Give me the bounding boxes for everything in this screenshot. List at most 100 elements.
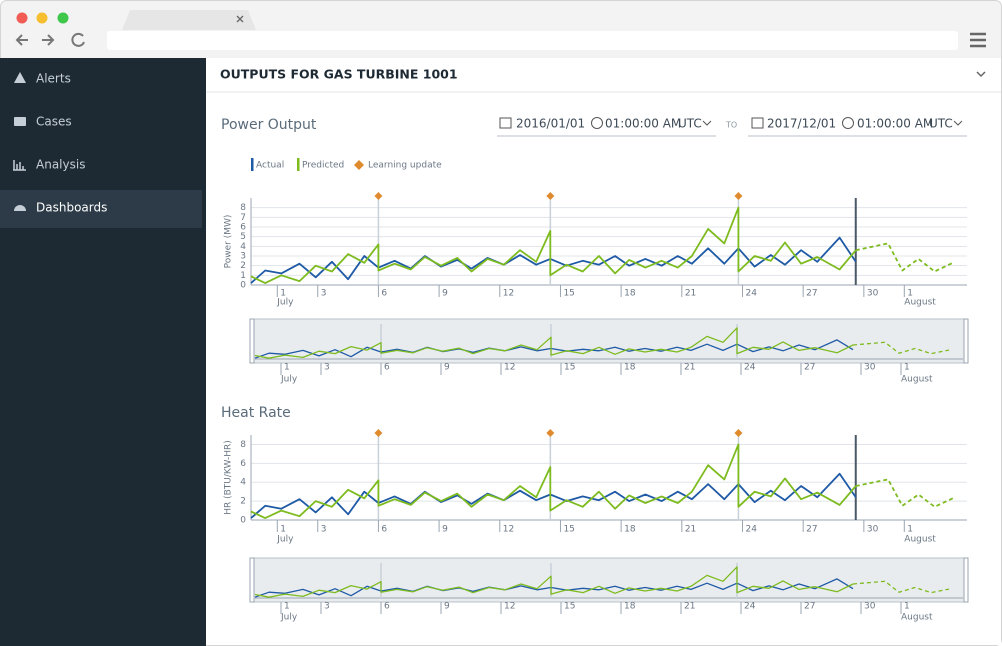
legend-diamond [354,160,364,170]
chevron [953,120,963,126]
x-tick-label: 30 [864,602,876,612]
nav-handle[interactable] [963,318,969,364]
x-tick-label: 15 [564,602,575,612]
x-tick-label: 1 [907,289,913,299]
series-line [254,566,854,598]
nav-handle[interactable] [249,557,255,603]
chevron [702,120,712,126]
x-tick-label: 1 [284,602,290,612]
chart-title: Power Output [221,117,317,133]
tab[interactable] [122,10,256,30]
y-tick-label: 3 [240,252,246,262]
update-marker [734,429,743,437]
x-tick-label: 6 [381,525,387,535]
x-tick-label: 18 [624,289,636,299]
y-tick-label: 7 [240,213,246,223]
max-dot[interactable] [57,12,69,24]
x-tick-label: 9 [442,525,448,535]
time[interactable]: 01:00:00 AM [857,117,933,131]
y-axis-label: Power (MW) [224,215,234,269]
x-tick-label: 15 [563,525,574,535]
x-tick-label: 3 [321,525,327,535]
calendar-icon [751,117,764,129]
back[interactable] [15,34,28,46]
x-tick-label: 6 [384,363,390,373]
time[interactable]: 01:00:00 AM [605,117,681,131]
forward[interactable] [42,34,55,46]
x-tick-label: 9 [444,363,450,373]
menu[interactable] [970,32,986,48]
sidebar [0,58,206,646]
x-tick-label: 27 [806,289,817,299]
zone[interactable]: UTC [678,117,702,131]
legend-label: Actual [256,161,284,171]
x-tick-label: 1 [280,289,286,299]
nav-item[interactable]: Dashboards [36,201,107,215]
x-tick-label: 12 [503,525,514,535]
min-dot[interactable] [36,12,48,24]
x-tick-label: 6 [384,602,390,612]
navigator [250,318,968,364]
date-to[interactable]: 2017/12/01 01:00:00 AM UTC [748,117,967,137]
x-tick-label: 21 [684,363,695,373]
nav-handle[interactable] [963,557,969,603]
x-tick-label: 15 [564,363,575,373]
update-marker [374,192,383,200]
x-tick-label: 12 [503,289,514,299]
date[interactable]: 2017/12/01 [767,117,836,131]
update-marker [374,429,383,437]
x-tick-label: 18 [624,602,636,612]
y-tick-label: 6 [240,459,246,469]
x-tick-label: 27 [804,602,815,612]
y-tick-label: 2 [240,497,246,507]
y-tick-label: 0 [240,516,246,526]
series-line [250,443,857,519]
reload[interactable] [71,32,85,47]
x-tick-label: 21 [685,289,696,299]
case-icon [14,117,26,126]
date[interactable]: 2016/01/01 [516,117,585,131]
x-tick-label: 3 [324,602,330,612]
x-tick-label: 27 [806,525,817,535]
x-tick-label: 18 [624,525,636,535]
tab-close[interactable] [236,15,244,23]
x-tick-label: 21 [684,602,695,612]
x-tick-label: 15 [563,289,574,299]
y-tick-label: 6 [240,223,246,233]
month-label: July [280,613,298,623]
alert-icon [14,72,26,83]
x-tick-label: 30 [864,363,876,373]
series-line [855,478,954,508]
calendar-icon [499,117,512,129]
month-label: July [276,298,294,308]
date-from[interactable]: 2016/01/01 01:00:00 AM UTC [497,117,716,137]
collapse[interactable] [976,71,986,78]
series-line [855,242,954,273]
x-tick-label: 30 [867,525,879,535]
y-tick-label: 0 [240,281,246,291]
x-tick-label: 6 [381,289,387,299]
y-tick-label: 8 [240,440,246,450]
chart-title: Heat Rate [221,405,291,421]
nav-handle[interactable] [249,318,255,364]
y-tick-label: 4 [240,478,246,488]
series-line [250,206,857,284]
address-bar[interactable] [107,31,958,50]
close-dot[interactable] [16,12,28,24]
x-tick-label: 24 [745,289,757,299]
clock-icon [591,117,603,129]
zone[interactable]: UTC [929,117,953,131]
y-tick-label: 2 [240,261,246,271]
legend-swatch [297,158,300,171]
nav-item[interactable]: Cases [36,115,72,129]
nav-item[interactable]: Alerts [36,72,71,86]
series-line [254,327,854,359]
legend-swatch [251,158,254,171]
x-tick-label: 3 [324,363,330,373]
y-tick-label: 5 [240,232,246,242]
x-tick-label: 1 [907,525,913,535]
nav-item[interactable]: Analysis [36,158,85,172]
analysis-icon [13,160,26,171]
dash-icon [14,205,26,211]
